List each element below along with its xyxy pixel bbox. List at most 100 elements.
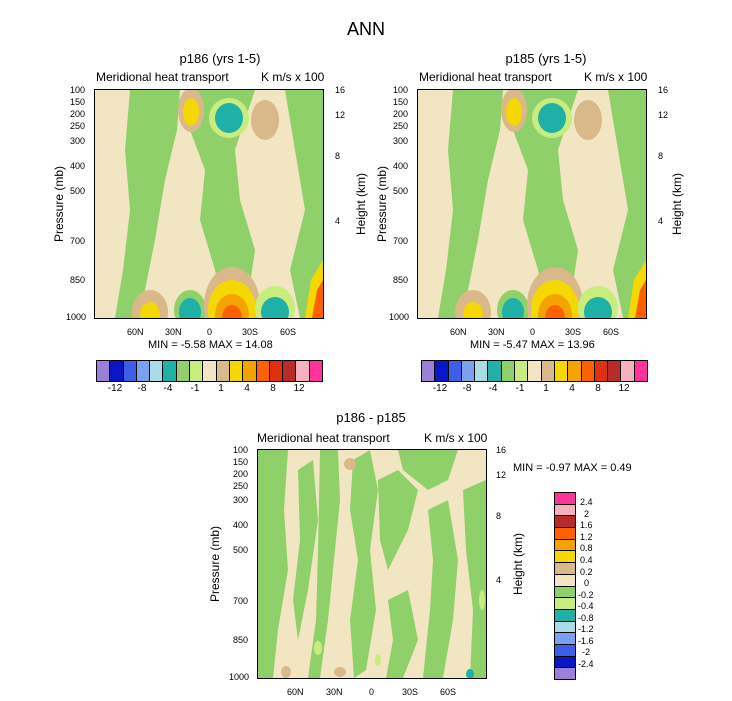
height-tick-label: 8 — [658, 151, 664, 161]
field-green-band — [308, 450, 340, 678]
panel-subtitle-right: K m/s x 100 — [584, 70, 648, 84]
height-axis-label: Height (km) — [354, 173, 368, 236]
panel-title: p186 - p185 — [336, 410, 406, 425]
colorbar-swatch — [555, 633, 575, 645]
panel-subtitle-right: K m/s x 100 — [424, 431, 488, 445]
colorbar-label: 12 — [618, 383, 630, 394]
contour-red-orange-blob — [635, 280, 646, 318]
colorbar-label: -0.4 — [578, 601, 594, 611]
colorbar-swatch — [435, 361, 449, 381]
height-tick-label: 16 — [335, 85, 346, 95]
y-tick-label: 500 — [233, 545, 249, 555]
colorbar-label: -0.2 — [578, 590, 594, 600]
colorbar-swatch — [123, 361, 137, 381]
y-tick-label: 300 — [393, 136, 409, 146]
field-green-band — [438, 90, 503, 318]
contour-red-orange-blob — [312, 280, 323, 318]
colorbar-label: -2 — [582, 647, 591, 657]
colorbar-swatch — [501, 361, 516, 381]
height-tick-label: 12 — [658, 110, 669, 120]
y-tick-label: 200 — [70, 109, 86, 119]
contour-tan-blob — [281, 666, 291, 678]
y-tick-label: 850 — [233, 635, 249, 645]
colorbar-swatch — [555, 621, 575, 634]
y-tick-label: 100 — [393, 85, 409, 95]
y-tick-label: 250 — [233, 481, 249, 491]
colorbar-label: 12 — [293, 383, 305, 394]
colorbar-label: -1.6 — [578, 636, 594, 646]
height-axis-label: Height (km) — [670, 173, 684, 236]
contour-light-green-blob — [479, 590, 485, 610]
contour-light-green-blob — [375, 654, 381, 666]
colorbar — [96, 360, 323, 382]
y-axis-label: Pressure (mb) — [52, 166, 66, 243]
colorbar-swatch — [243, 361, 257, 381]
colorbar-label: -0.8 — [578, 613, 594, 623]
colorbar-swatch — [634, 361, 648, 381]
y-tick-label: 100 — [70, 85, 86, 95]
field-green-band — [386, 590, 418, 678]
colorbar-swatch — [528, 361, 542, 381]
colorbar-swatch — [555, 644, 575, 657]
height-tick-label: 8 — [496, 511, 502, 521]
colorbar-label: -1 — [515, 383, 525, 394]
colorbar-swatch — [555, 668, 575, 679]
colorbar-label: 4 — [244, 383, 250, 394]
y-tick-label: 1000 — [229, 672, 250, 682]
colorbar-label: 1 — [218, 383, 224, 394]
min-max-label: MIN = -5.58 MAX = 14.08 — [148, 339, 273, 351]
y-tick-label: 400 — [393, 161, 409, 171]
x-tick-label: 60S — [440, 687, 457, 697]
y-tick-label: 250 — [393, 121, 409, 131]
contour-yellow-blob — [140, 302, 160, 318]
height-axis-label: Height (km) — [511, 533, 525, 596]
field-green-band — [423, 500, 458, 678]
colorbar-swatch — [594, 361, 609, 381]
colorbar-swatch — [555, 574, 575, 587]
colorbar-swatch — [555, 598, 575, 610]
y-tick-label: 400 — [233, 520, 249, 530]
contour-teal-blob — [466, 669, 474, 678]
colorbar-swatch — [256, 361, 270, 381]
height-tick-label: 12 — [335, 110, 346, 120]
x-tick-label: 30N — [326, 687, 343, 697]
colorbar-swatch — [555, 493, 575, 505]
contour-tan-blob — [251, 100, 279, 140]
height-tick-label: 4 — [658, 216, 664, 226]
x-tick-label: 60S — [603, 327, 620, 337]
x-tick-label: 0 — [207, 327, 213, 337]
contour-teal-blob — [584, 297, 612, 318]
contour-teal-blob — [215, 103, 243, 133]
y-tick-label: 200 — [233, 469, 249, 479]
colorbar-label: 0 — [584, 578, 590, 588]
contour-tan-blob — [574, 100, 602, 140]
colorbar-label: 1.2 — [580, 532, 593, 542]
field-green-band — [293, 460, 318, 640]
colorbar-swatch — [488, 361, 502, 381]
field-green-band — [608, 90, 646, 318]
colorbar-label: -4 — [488, 383, 498, 394]
contour-teal-blob — [538, 103, 566, 133]
height-tick-label: 8 — [335, 151, 341, 161]
colorbar-swatch — [568, 361, 582, 381]
contour-light-green-blob — [314, 641, 322, 655]
colorbar-swatch — [190, 361, 204, 381]
x-tick-label: 30S — [242, 327, 259, 337]
height-tick-label: 12 — [496, 470, 507, 480]
x-tick-label: 0 — [530, 327, 536, 337]
colorbar-label: -1 — [190, 383, 200, 394]
colorbar-label: -12 — [107, 383, 123, 394]
heatmap-svg — [258, 450, 486, 678]
y-tick-label: 500 — [70, 186, 86, 196]
x-tick-label: 0 — [369, 687, 375, 697]
colorbar-swatch — [621, 361, 635, 381]
field-green-band — [115, 90, 180, 318]
colorbar-swatch — [229, 361, 244, 381]
heatmap-plot-area — [94, 89, 324, 319]
field-green-band — [398, 450, 458, 490]
colorbar-swatch — [555, 551, 575, 564]
colorbar-swatch — [448, 361, 462, 381]
height-tick-label: 4 — [496, 575, 502, 585]
y-tick-label: 150 — [393, 97, 409, 107]
panel-subtitle-left: Meridional heat transport — [257, 431, 390, 445]
